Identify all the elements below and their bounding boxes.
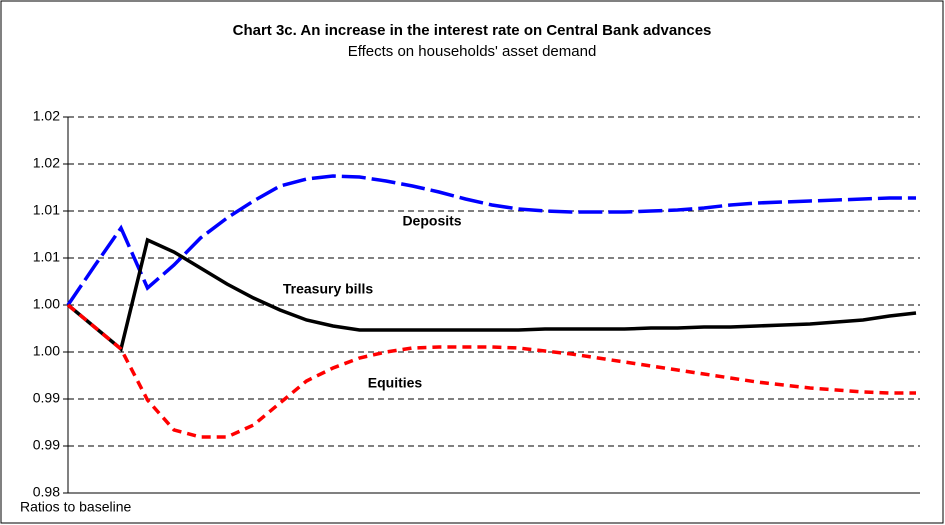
y-tick-label: 1.01 xyxy=(33,249,60,265)
y-tick-label: 1.00 xyxy=(33,343,60,359)
series-label: Equities xyxy=(368,375,423,391)
series-line xyxy=(66,174,916,306)
y-tick-label: 0.98 xyxy=(33,484,60,500)
chart-title: Chart 3c. An increase in the interest ra… xyxy=(233,22,712,39)
series-label: Deposits xyxy=(402,213,461,229)
y-tick-label: 0.99 xyxy=(33,437,60,453)
axis-note: Ratios to baseline xyxy=(20,499,132,515)
y-tick-label: 0.99 xyxy=(33,390,60,406)
y-tick-label: 1.00 xyxy=(33,296,60,312)
chart-subtitle: Effects on households' asset demand xyxy=(348,43,597,60)
series-label: Treasury bills xyxy=(283,281,373,297)
series-line xyxy=(66,303,916,439)
y-tick-label: 1.01 xyxy=(33,202,60,218)
series-line xyxy=(66,237,917,353)
y-tick-label: 1.02 xyxy=(33,155,60,171)
y-tick-label: 1.02 xyxy=(33,108,60,124)
